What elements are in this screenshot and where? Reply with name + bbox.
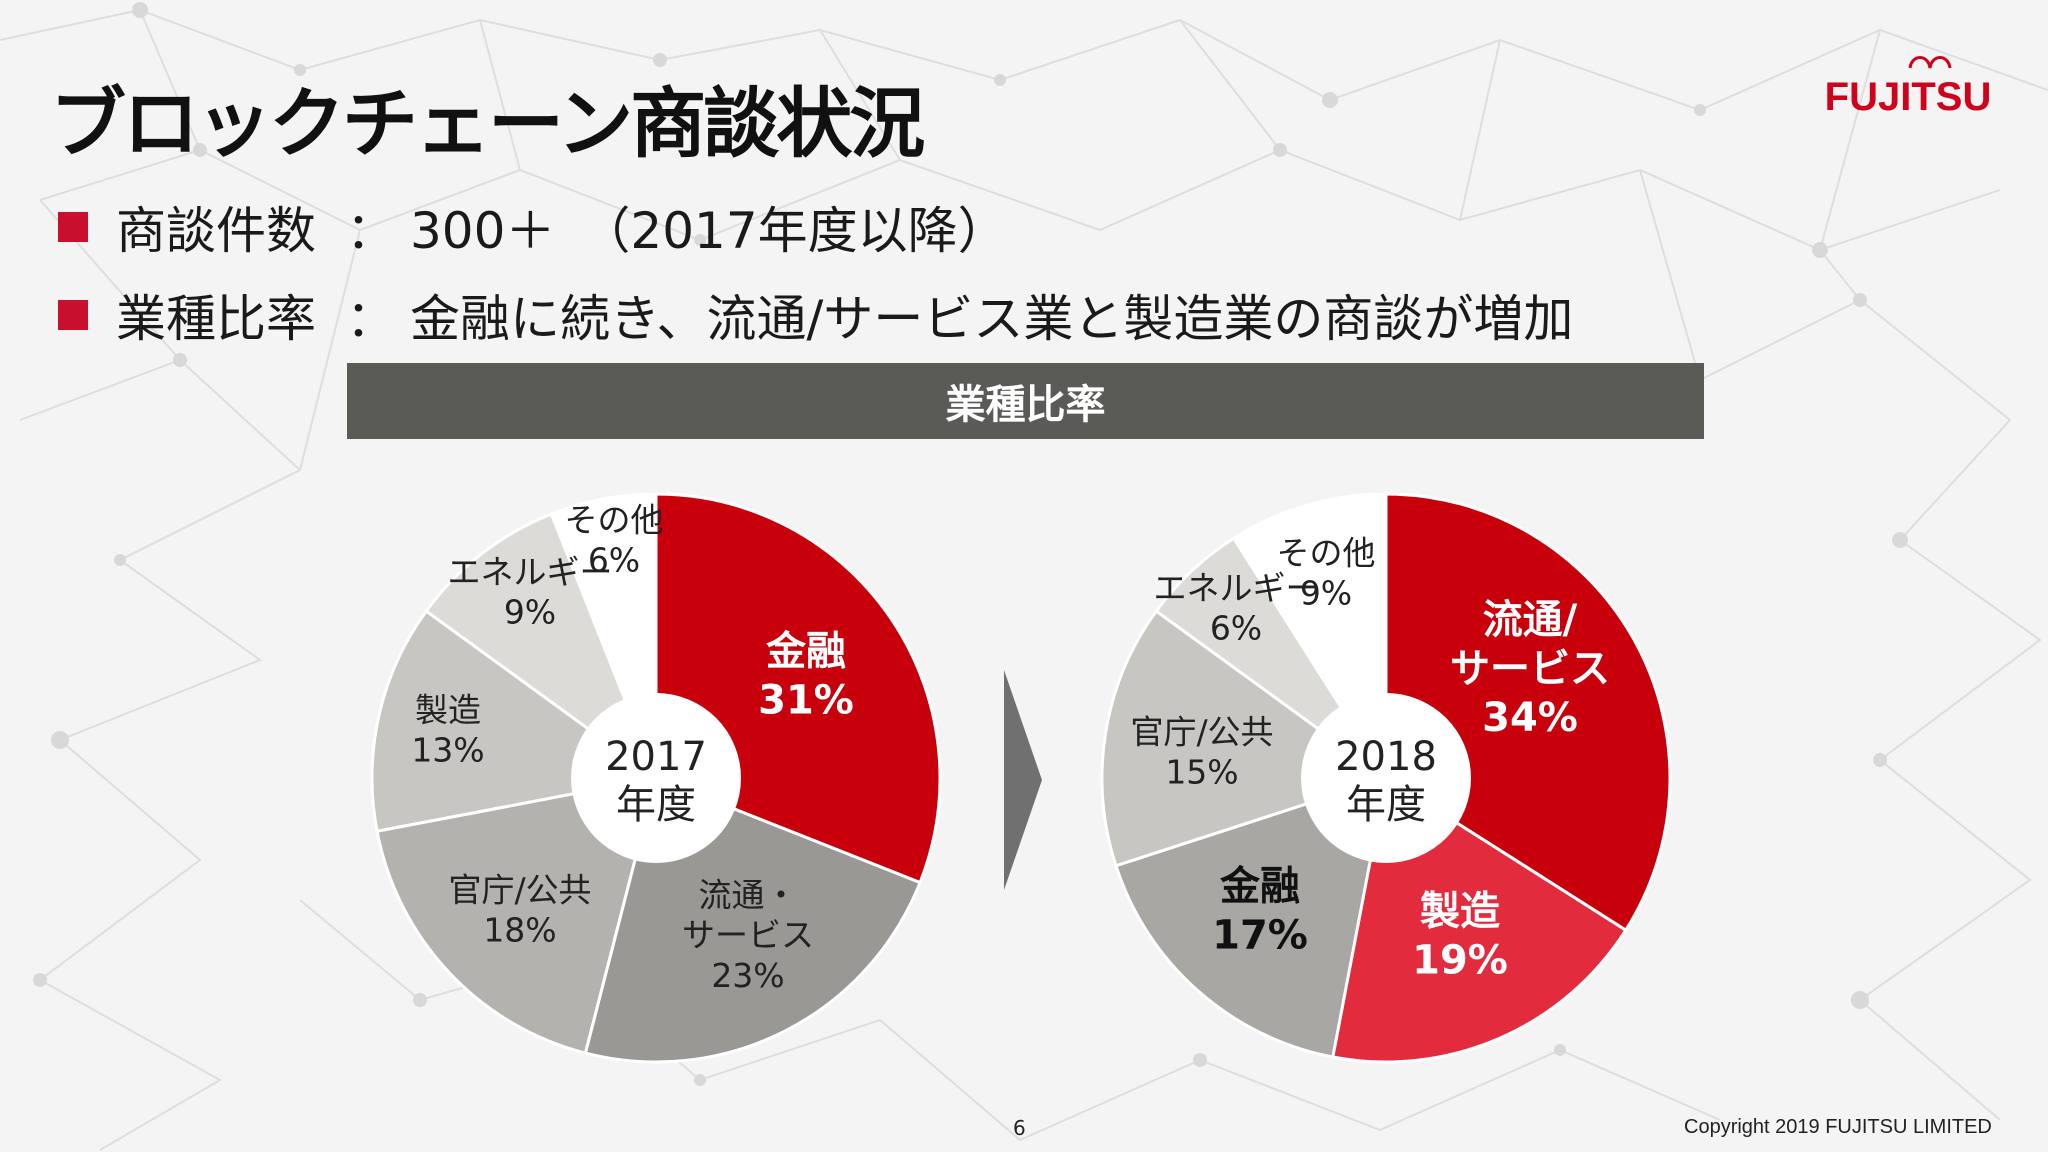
bullet-industry-ratio: 業種比率 ： 金融に続き、流通/サービス業と製造業の商談が増加	[58, 280, 1573, 350]
slice-label-6: その他 6%	[565, 500, 664, 579]
slice-label-4: 製造 13%	[411, 690, 484, 769]
bullet-label: 商談件数	[116, 202, 316, 260]
pie-slice-3	[375, 776, 659, 1055]
pie-center-label: 2018 年度	[1335, 734, 1437, 828]
pie-center-hole	[1301, 693, 1471, 863]
bullet-label: 業種比率	[116, 290, 316, 348]
page-number: 6	[1013, 1116, 1026, 1140]
bullet-text: 金融に続き、流通/サービス業と製造業の商談が増加	[410, 290, 1574, 348]
logo-text: FUJITSU	[1825, 75, 1992, 119]
chart-banner: 業種比率	[347, 363, 1704, 439]
slice-label-4: 官庁/公共 15%	[1130, 712, 1273, 791]
slice-label-6: その他 9%	[1277, 533, 1376, 612]
chevron-right-icon	[1004, 670, 1042, 890]
copyright-text: Copyright 2019 FUJITSU LIMITED	[1684, 1116, 1992, 1138]
bullet-square-icon	[58, 212, 88, 242]
page-title: ブロックチェーン商談状況	[50, 79, 925, 168]
bullet-separator: ：	[346, 202, 396, 260]
slice-label-1: 流通/サービス 34%	[1450, 597, 1610, 741]
slice-label-2: 製造 19%	[1412, 889, 1508, 984]
pie-center-hole	[571, 693, 741, 863]
slice-label-5: エネルギー 6%	[1154, 568, 1319, 647]
bullet-deal-count: 商談件数 ： 300＋ （2017年度以降）	[58, 192, 1008, 262]
bullet-square-icon	[58, 300, 88, 330]
bullet-separator: ：	[346, 290, 396, 348]
slice-label-5: エネルギー 9%	[448, 552, 613, 631]
slice-label-1: 金融 31%	[758, 629, 854, 724]
pie-slice-5	[424, 511, 660, 783]
pie-slice-3	[1114, 775, 1388, 1059]
slice-label-3: 官庁/公共 18%	[448, 870, 591, 949]
pie-center-label: 2017 年度	[605, 734, 707, 828]
slice-label-3: 金融 17%	[1212, 864, 1308, 959]
pie-slice-4	[1100, 608, 1390, 868]
slice-label-2: 流通・サービス 23%	[682, 875, 814, 995]
bullet-text: 300＋ （2017年度以降）	[410, 202, 1008, 260]
fujitsu-logo: FUJITSU	[1825, 56, 1992, 119]
